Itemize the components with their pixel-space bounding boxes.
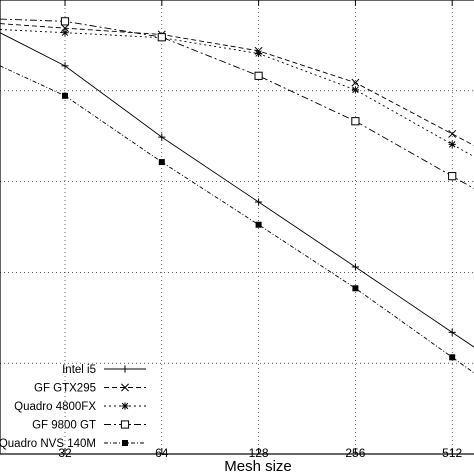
series-gf-9800-gt <box>0 17 474 190</box>
series-line <box>0 23 474 146</box>
legend-label: Quadro 4800FX <box>14 401 96 413</box>
legend-marker <box>121 402 129 410</box>
x-tick-label: 32 <box>58 446 72 460</box>
grid-lines <box>0 0 474 454</box>
data-point <box>448 129 457 138</box>
data-point <box>351 117 360 126</box>
legend-label: GF GTX295 <box>34 383 96 395</box>
data-point <box>255 221 262 228</box>
series-line <box>0 32 474 348</box>
legend-label: GF 9800 GT <box>32 420 96 432</box>
legend-label: Intel i5 <box>62 364 96 376</box>
legend-marker <box>122 440 128 446</box>
data-point <box>448 328 456 336</box>
x-axis-title: Mesh size <box>224 458 292 474</box>
data-point <box>62 92 68 99</box>
x-tick-label: 256 <box>345 446 365 460</box>
data-point <box>448 140 456 148</box>
legend-marker <box>120 420 130 429</box>
x-tick-label: 128 <box>249 446 269 460</box>
series-intel-i5 <box>0 32 474 348</box>
data-point <box>255 198 263 206</box>
data-point <box>352 285 359 292</box>
series-gf-gtx295 <box>0 23 474 146</box>
series-quadro-4800fx <box>0 29 474 158</box>
data-point <box>255 49 263 58</box>
x-tick-label: 512 <box>442 446 462 460</box>
data-point <box>351 78 360 87</box>
data-point <box>60 17 70 26</box>
legend-label: Quadro NVS 140M <box>0 438 96 450</box>
series-line <box>0 65 474 374</box>
x-tick-label: 64 <box>155 446 169 460</box>
data-point <box>61 62 69 70</box>
data-point <box>448 172 457 181</box>
series-layer <box>0 17 474 374</box>
series-line <box>0 29 474 158</box>
data-point <box>158 159 165 166</box>
legend-marker <box>121 383 129 392</box>
data-point <box>158 133 166 141</box>
data-point <box>157 33 166 42</box>
series-line <box>0 18 474 190</box>
data-point <box>449 354 456 361</box>
legend: Intel i5 GF GTX295 Quadro 4800FX GF 9800 GT… <box>0 364 146 450</box>
data-point <box>351 263 359 271</box>
data-point <box>351 86 359 94</box>
legend-marker <box>121 365 129 373</box>
series-quadro-nvs-140m <box>0 65 474 374</box>
data-point <box>254 71 263 80</box>
data-point <box>61 29 69 37</box>
x-axis-ticks: 32 64 128 256 512 <box>58 0 463 460</box>
plot-frame <box>0 0 474 455</box>
